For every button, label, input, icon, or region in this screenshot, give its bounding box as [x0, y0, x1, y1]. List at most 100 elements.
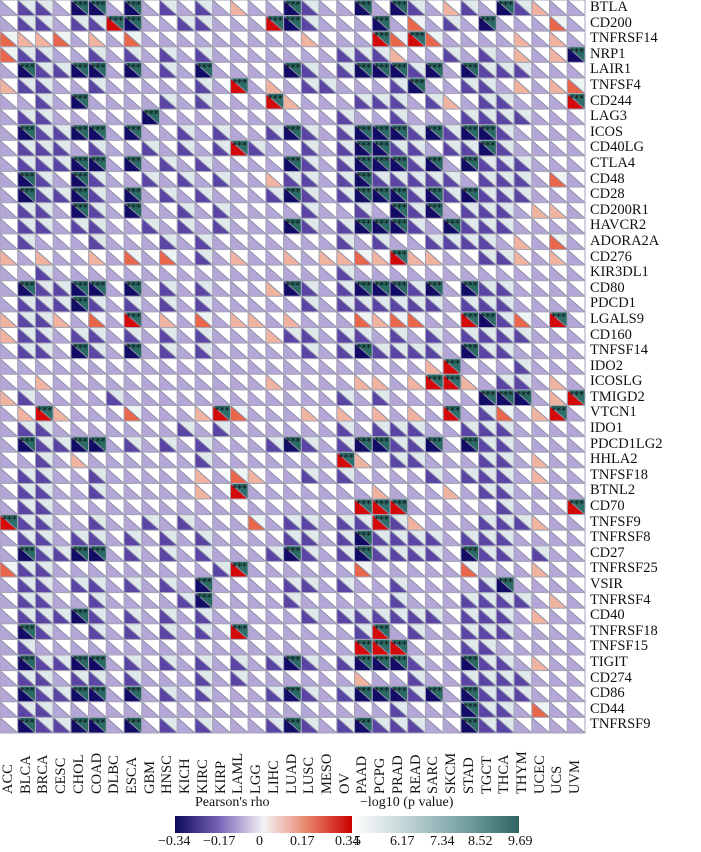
heatmap-cell	[212, 217, 231, 235]
heatmap-cell	[354, 15, 373, 32]
heatmap-cell	[88, 420, 107, 438]
heatmap-cell	[566, 467, 586, 484]
heatmap-cell	[265, 560, 285, 578]
heatmap-cell	[194, 202, 214, 219]
heatmap-cell	[389, 420, 409, 438]
svg-text:***: ***	[463, 156, 478, 167]
heatmap-cell: ***	[70, 280, 90, 297]
heatmap-cell	[159, 716, 178, 734]
heatmap-cell	[247, 560, 267, 578]
heatmap-cell	[52, 61, 72, 79]
heatmap-cell	[247, 108, 267, 126]
heatmap-cell	[123, 560, 143, 578]
rho-tick-label: 0	[256, 834, 263, 849]
heatmap-cell: ***	[283, 436, 302, 453]
heatmap-cell	[336, 124, 356, 141]
heatmap-cell	[194, 155, 214, 173]
heatmap-cell: ***	[478, 124, 497, 141]
heatmap-cell	[17, 576, 36, 594]
heatmap-cell	[478, 498, 497, 516]
heatmap-cell: ***	[283, 124, 302, 141]
heatmap-cell	[424, 358, 444, 375]
heatmap-cell: ***	[229, 623, 249, 640]
heatmap-cell: ***	[371, 61, 391, 79]
heatmap-cell	[318, 716, 338, 734]
heatmap-cell	[212, 186, 231, 204]
heatmap-cell	[34, 15, 54, 32]
heatmap-cell	[34, 249, 54, 266]
row-label: CD40	[590, 607, 625, 624]
heatmap-cell	[300, 155, 320, 173]
heatmap-cell: ***	[354, 217, 373, 235]
heatmap-cell: ***	[460, 280, 480, 297]
heatmap-cell	[495, 264, 515, 282]
heatmap-cell: ***	[123, 124, 143, 141]
heatmap-cell: ***	[17, 61, 36, 79]
heatmap-cell	[265, 61, 285, 79]
heatmap-cell	[460, 670, 480, 687]
heatmap-cell	[212, 358, 231, 375]
heatmap-cell	[354, 46, 373, 63]
heatmap-cell	[34, 61, 54, 79]
heatmap-cell	[176, 139, 196, 157]
heatmap-cell	[159, 0, 178, 17]
heatmap-cell	[52, 358, 72, 375]
heatmap-cell: ***	[424, 280, 444, 297]
heatmap-cell	[389, 623, 409, 640]
heatmap-cell	[52, 264, 72, 282]
heatmap-cell	[442, 171, 462, 188]
heatmap-cell: ***	[17, 654, 36, 672]
heatmap-cell: ***	[194, 576, 214, 594]
heatmap-cell	[407, 654, 426, 672]
heatmap-cell: ***	[460, 685, 480, 703]
heatmap-cell	[247, 389, 267, 406]
row-label: CD86	[590, 685, 625, 702]
heatmap-cell	[283, 327, 302, 344]
heatmap-cell	[283, 451, 302, 469]
heatmap-cell	[495, 217, 515, 235]
heatmap-cell	[265, 623, 285, 640]
heatmap-cell	[212, 529, 231, 547]
svg-text:***: ***	[108, 16, 123, 27]
heatmap-cell	[566, 482, 586, 500]
heatmap-cell: ***	[389, 186, 409, 204]
heatmap-cell	[34, 327, 54, 344]
heatmap-cell	[0, 436, 19, 453]
heatmap-cell: ***	[88, 61, 107, 79]
heatmap-cell	[159, 77, 178, 95]
heatmap-cell	[460, 249, 480, 266]
heatmap-cell	[52, 654, 72, 672]
heatmap-cell	[424, 108, 444, 126]
heatmap-cell	[176, 436, 196, 453]
column-label: GBM	[141, 760, 158, 794]
heatmap-cell	[265, 482, 285, 500]
heatmap-cell: ***	[371, 514, 391, 531]
heatmap-cell	[354, 592, 373, 609]
heatmap-cell	[442, 186, 462, 204]
heatmap-cell	[70, 576, 90, 594]
heatmap-cell	[141, 623, 161, 640]
heatmap-cell	[478, 701, 497, 718]
heatmap-cell	[478, 592, 497, 609]
heatmap-cell	[88, 623, 107, 640]
heatmap-cell: ***	[123, 202, 143, 219]
heatmap-cell	[229, 171, 249, 188]
heatmap-cell	[17, 607, 36, 625]
rho-legend-title: Pearson's rho	[195, 795, 270, 810]
heatmap-cell	[265, 358, 285, 375]
svg-text:***: ***	[356, 218, 371, 229]
heatmap-cell	[318, 77, 338, 95]
heatmap-cell	[531, 358, 551, 375]
heatmap-cell	[549, 467, 568, 484]
heatmap-cell	[495, 15, 515, 32]
heatmap-cell	[34, 451, 54, 469]
heatmap-cell	[460, 482, 480, 500]
heatmap-cell	[52, 436, 72, 453]
heatmap-cell	[389, 389, 409, 406]
heatmap-cell	[354, 451, 373, 469]
heatmap-cell	[88, 327, 107, 344]
heatmap-cell	[0, 327, 19, 344]
heatmap-cell	[247, 327, 267, 344]
heatmap-cell	[141, 61, 161, 79]
row-label: TNFSF4	[590, 76, 641, 93]
